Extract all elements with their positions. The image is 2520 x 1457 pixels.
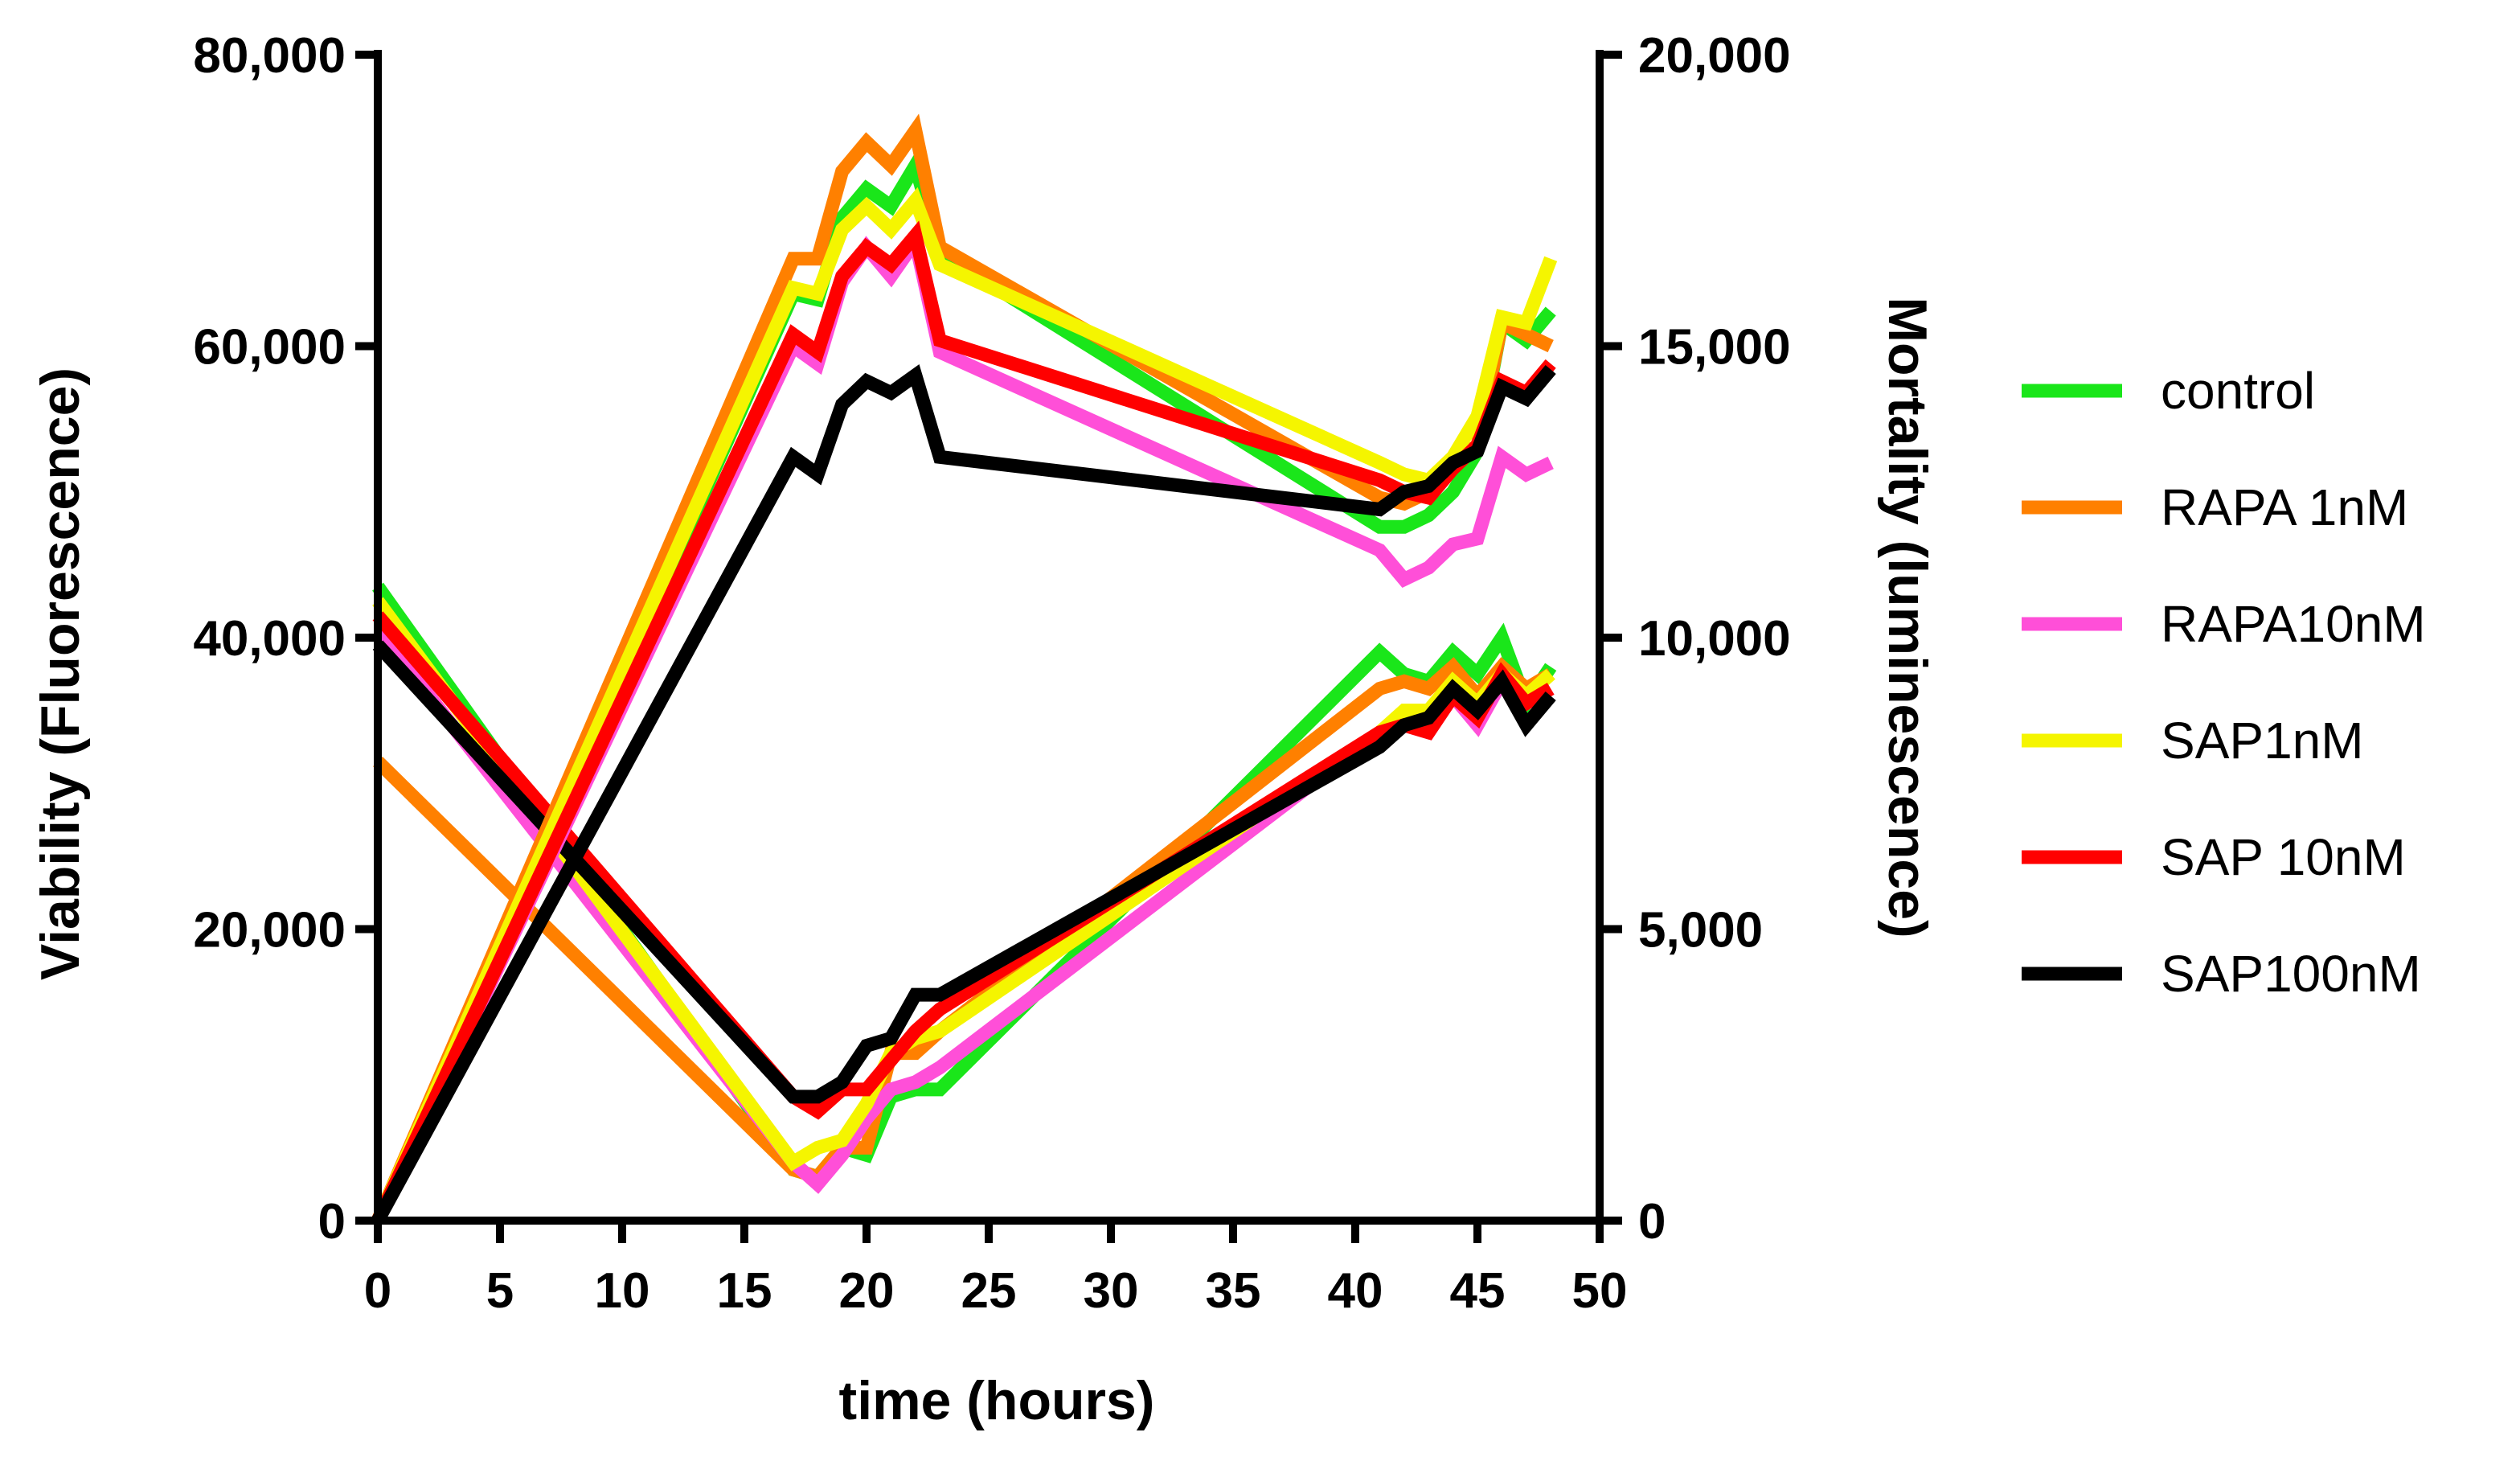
y-right-tick-label: 20,000 — [1638, 28, 1791, 84]
legend-label-control: control — [2161, 362, 2315, 420]
x-tick-label: 50 — [1572, 1263, 1628, 1319]
y-axis-left-title: Viability (Fluorescence) — [30, 367, 91, 980]
x-tick-label: 20 — [839, 1263, 895, 1319]
viability-line-sap100nm — [372, 640, 1556, 1104]
x-tick-label: 30 — [1084, 1263, 1139, 1319]
legend-label-sap1nm: SAP1nM — [2161, 712, 2364, 770]
x-tick-label: 35 — [1206, 1263, 1261, 1319]
mortality-line-sap100nm — [371, 363, 1556, 1225]
x-tick-label: 45 — [1450, 1263, 1506, 1319]
legend: control RAPA 1nM RAPA10nM SAP1nM SAP 10nM SAP… — [2022, 362, 2426, 1003]
y-right-tick-label: 5,000 — [1638, 903, 1763, 958]
plot-lines — [371, 113, 1558, 1225]
x-tick-label: 5 — [486, 1263, 514, 1319]
axes: 0 5 10 15 20 25 30 35 40 45 50020,00040,00060,0008… — [30, 28, 1938, 1431]
y-axis-right-title: Mortality (luminescence) — [1877, 297, 1938, 938]
y-left-tick-label: 40,000 — [193, 611, 346, 667]
y-right-tick-label: 0 — [1638, 1194, 1666, 1250]
viability-line-control — [372, 582, 1557, 1185]
legend-label-rapa-1nm: RAPA 1nM — [2161, 478, 2408, 536]
legend-label-sap-10nm: SAP 10nM — [2161, 828, 2406, 886]
legend-label-rapa10nm: RAPA10nM — [2161, 595, 2426, 653]
x-tick-label: 10 — [595, 1263, 650, 1319]
legend-label-sap100nm: SAP100nM — [2161, 945, 2421, 1003]
y-left-tick-label: 0 — [318, 1194, 346, 1250]
x-tick-label: 15 — [717, 1263, 772, 1319]
y-left-tick-label: 20,000 — [193, 903, 346, 958]
y-left-tick-label: 80,000 — [193, 28, 346, 84]
x-tick-label: 40 — [1328, 1263, 1383, 1319]
y-right-tick-label: 15,000 — [1638, 320, 1791, 376]
y-left-tick-label: 60,000 — [193, 320, 346, 376]
x-axis-title: time (hours) — [839, 1370, 1155, 1431]
x-tick-label: 25 — [961, 1263, 1017, 1319]
mortality-line-sap1nm — [371, 187, 1558, 1224]
x-tick-label: 0 — [364, 1263, 391, 1319]
y-right-tick-label: 10,000 — [1638, 611, 1791, 667]
